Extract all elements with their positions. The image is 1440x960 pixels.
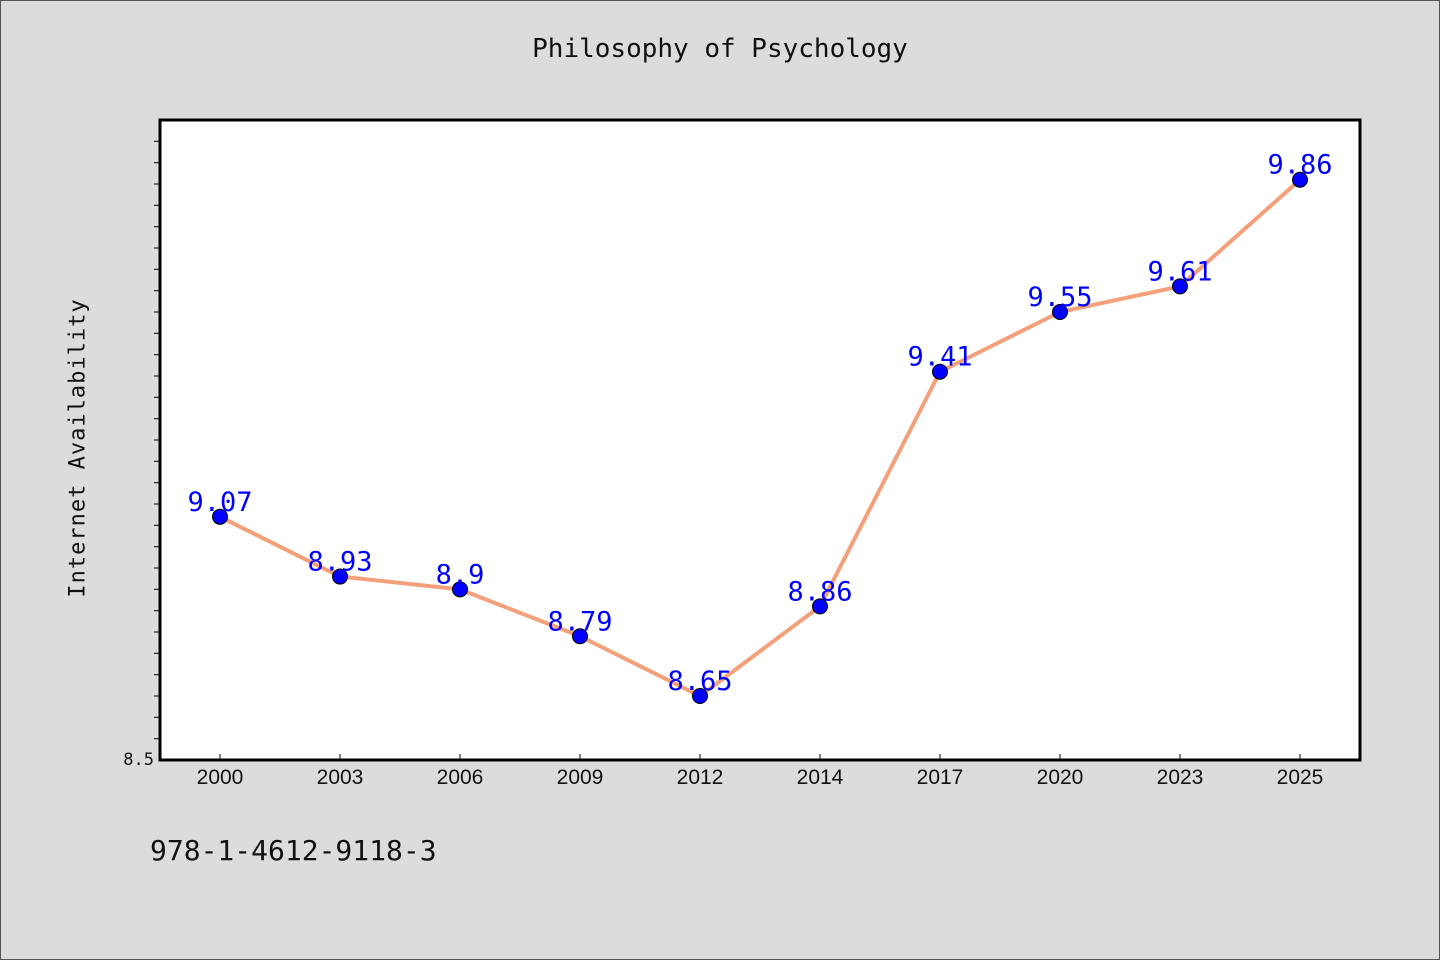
data-label: 8.65 (667, 666, 732, 697)
data-label: 8.9 (436, 559, 485, 590)
x-tick-label: 2017 (917, 766, 964, 789)
data-point (692, 688, 708, 704)
x-tick-label: 2023 (1157, 766, 1204, 789)
data-label: 9.61 (1147, 256, 1212, 287)
x-tick-label: 2000 (197, 766, 244, 789)
data-point (332, 568, 348, 585)
series-line (219, 178, 1302, 698)
x-tick-label: 2014 (797, 766, 844, 789)
data-label: 9.07 (187, 487, 252, 518)
chart-title: Philosophy of Psychology (532, 34, 908, 64)
x-tick-label: 2009 (557, 766, 604, 789)
data-point (452, 581, 468, 598)
x-tick-label: 2003 (317, 766, 364, 789)
x-tick-label: 2025 (1277, 766, 1324, 789)
isbn-text: 978-1-4612-9118-3 (150, 834, 437, 867)
data-point (932, 363, 948, 380)
data-label: 8.86 (787, 576, 852, 607)
data-label: 9.55 (1027, 282, 1092, 313)
x-tick-label: 2006 (437, 766, 484, 789)
data-label: 8.93 (307, 547, 372, 578)
plot-area (158, 118, 1362, 762)
data-label: 9.86 (1267, 150, 1332, 181)
data-point (1172, 278, 1188, 295)
y-tick-label: 8.5 (123, 750, 154, 770)
data-point (1052, 304, 1068, 320)
x-tick-label: 2020 (1037, 766, 1084, 789)
data-point (812, 598, 828, 615)
data-point (212, 508, 228, 525)
data-point (1292, 171, 1308, 188)
data-label: 9.41 (907, 342, 972, 373)
data-label: 8.79 (547, 606, 612, 637)
data-point (572, 628, 588, 645)
x-tick-label: 2012 (677, 766, 724, 789)
